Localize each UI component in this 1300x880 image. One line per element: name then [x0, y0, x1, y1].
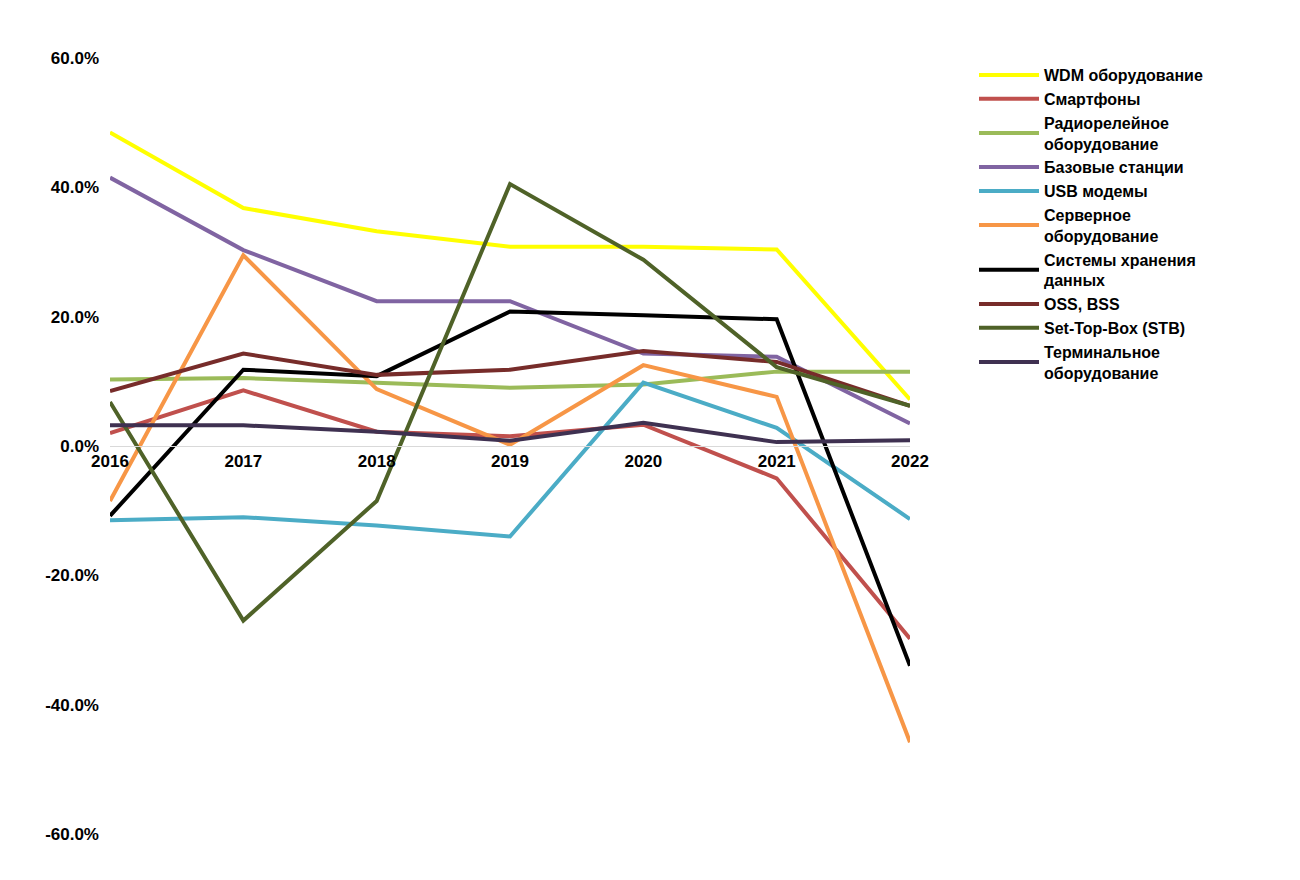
svg-text:-40.0%: -40.0% [45, 696, 99, 715]
svg-text:2022: 2022 [891, 452, 929, 471]
svg-text:Базовые станции: Базовые станции [1044, 159, 1184, 176]
svg-text:40.0%: 40.0% [51, 178, 99, 197]
svg-text:-60.0%: -60.0% [45, 825, 99, 844]
svg-text:2019: 2019 [491, 452, 529, 471]
svg-text:WDM оборудование: WDM оборудование [1044, 67, 1203, 84]
svg-text:Смартфоны: Смартфоны [1044, 91, 1140, 108]
svg-text:Терминальноеоборудование: Терминальноеоборудование [1044, 344, 1160, 382]
svg-text:Серверноеоборудование: Серверноеоборудование [1044, 207, 1158, 245]
svg-text:2016: 2016 [91, 452, 129, 471]
svg-text:2018: 2018 [358, 452, 396, 471]
svg-text:-20.0%: -20.0% [45, 566, 99, 585]
svg-text:2017: 2017 [224, 452, 262, 471]
svg-text:20.0%: 20.0% [51, 308, 99, 327]
svg-text:60.0%: 60.0% [51, 49, 99, 68]
svg-text:0.0%: 0.0% [60, 437, 99, 456]
svg-text:Set-Top-Box (STB): Set-Top-Box (STB) [1044, 320, 1185, 337]
svg-text:2020: 2020 [624, 452, 662, 471]
svg-text:Системы храненияданных: Системы храненияданных [1044, 252, 1196, 290]
svg-text:USB модемы: USB модемы [1044, 183, 1148, 200]
svg-text:OSS, BSS: OSS, BSS [1044, 296, 1120, 313]
svg-text:2021: 2021 [758, 452, 796, 471]
svg-text:Радиорелейноеоборудование: Радиорелейноеоборудование [1044, 115, 1169, 153]
